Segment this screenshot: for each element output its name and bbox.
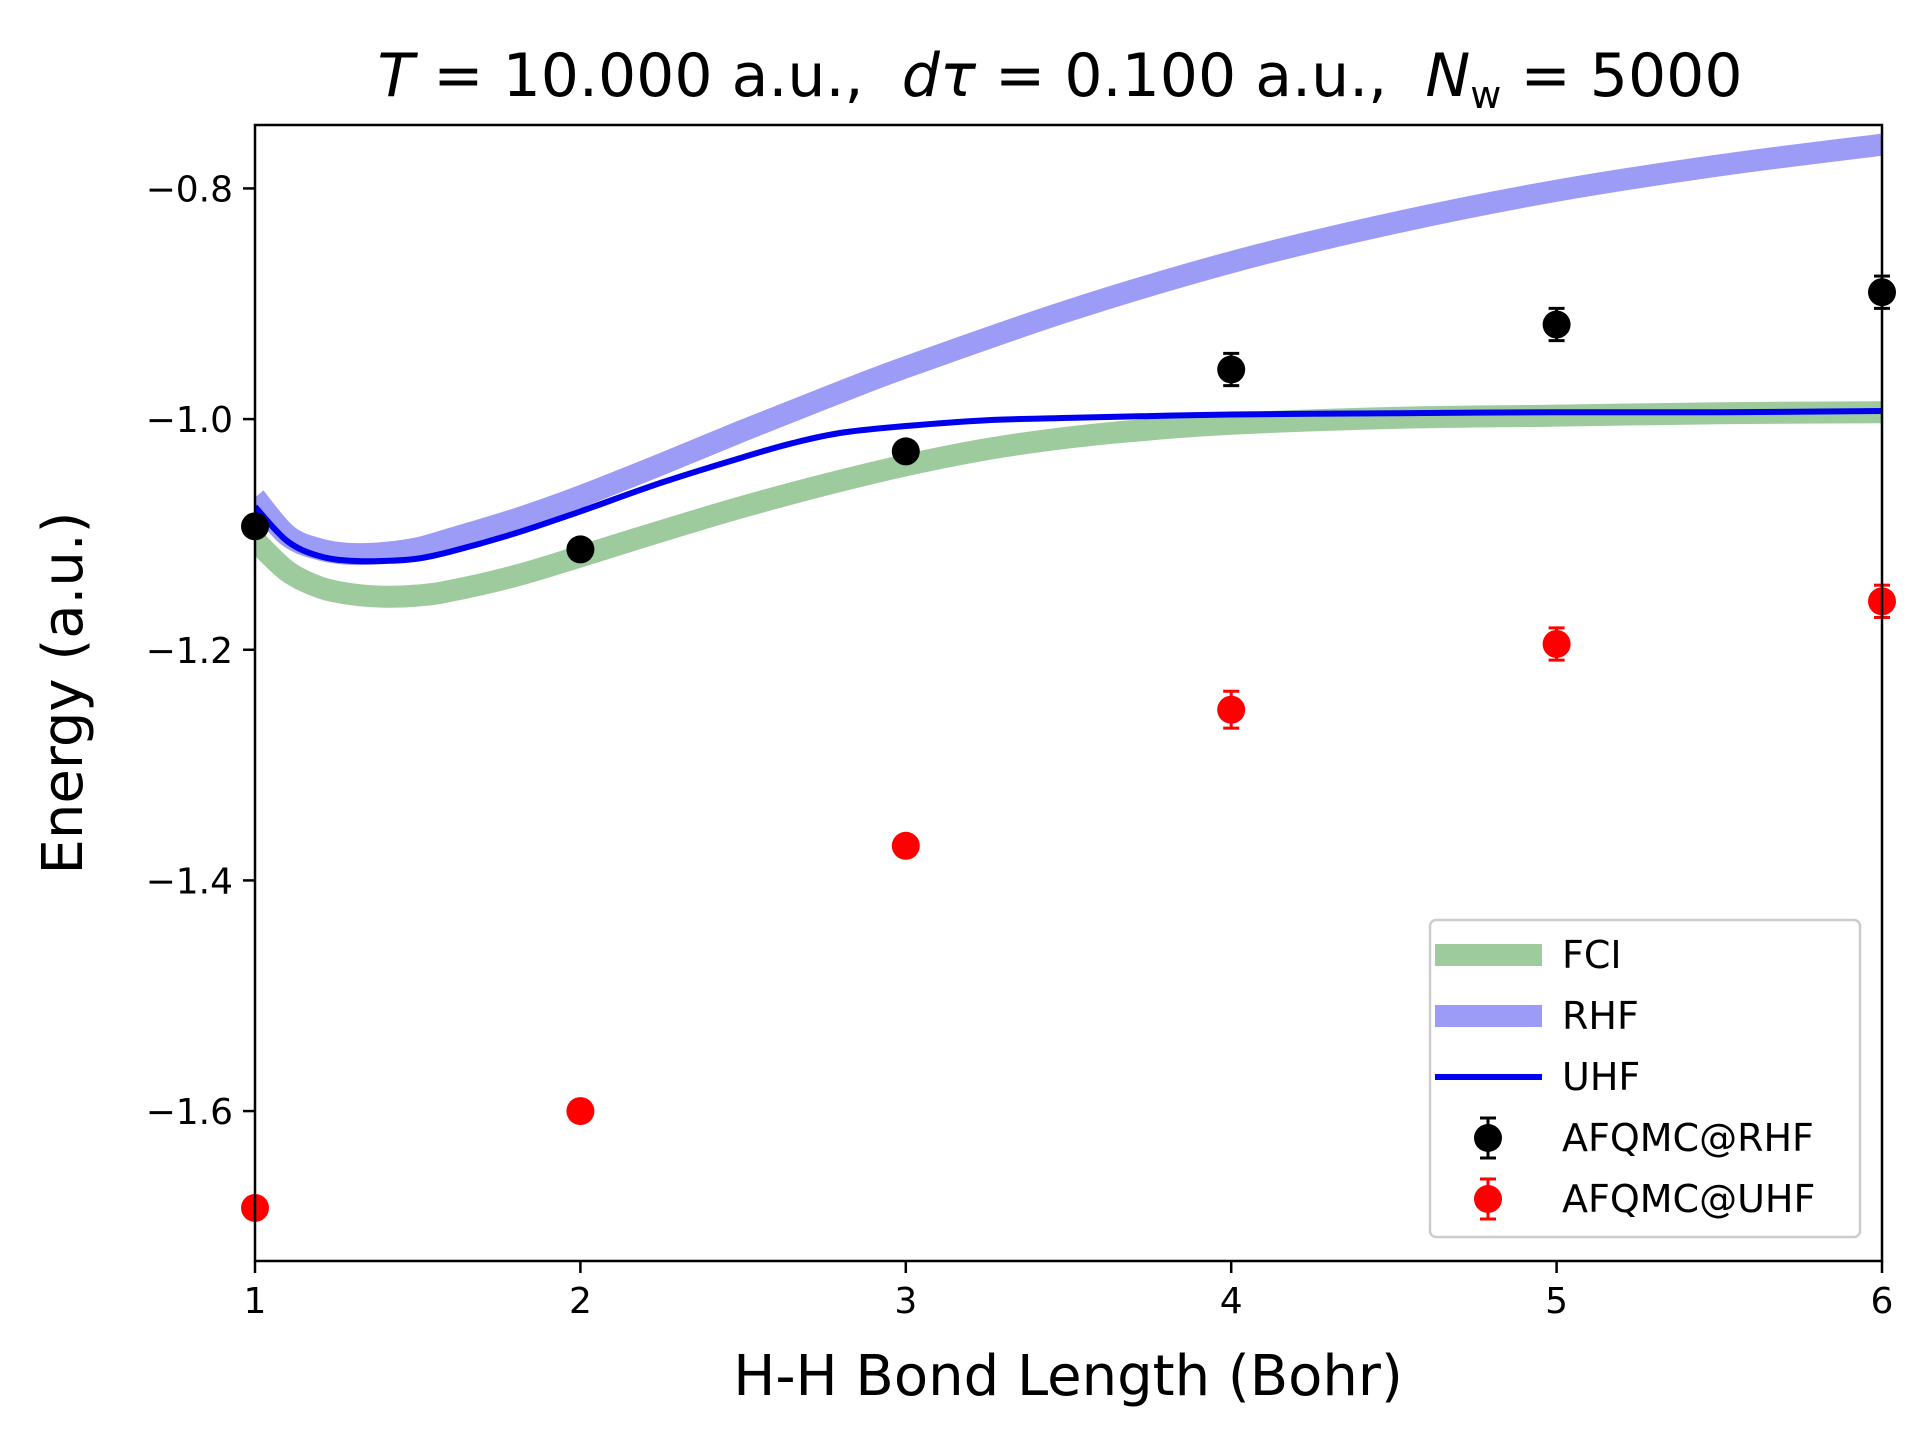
series-line-uhf: [255, 408, 1882, 565]
marker: [1217, 695, 1246, 724]
legend-item-fci: FCI: [1435, 933, 1622, 977]
x-tick-label: 3: [894, 1281, 917, 1322]
marker: [891, 831, 920, 860]
legend-item-rhf: RHF: [1435, 994, 1639, 1038]
legend-label: AFQMC@UHF: [1562, 1177, 1815, 1221]
x-tick-label: 4: [1220, 1281, 1243, 1322]
marker: [566, 1097, 595, 1126]
x-axis-ticks: 1 2 3 4 5 6: [244, 1261, 1894, 1322]
marker: [1217, 355, 1246, 384]
series-line-fci: [255, 401, 1882, 608]
y-axis-ticks: −1.6 −1.4 −1.2 −1.0 −0.8: [146, 169, 255, 1133]
legend-item-uhf: UHF: [1435, 1055, 1640, 1099]
title-dtau-value: = 0.100 a.u.,: [976, 41, 1425, 111]
marker: [1542, 629, 1571, 658]
legend-marker: [1474, 1185, 1502, 1213]
data-point-afqmc-rhf: [1217, 351, 1246, 388]
title-t-symbol: T: [378, 41, 419, 111]
legend-item-afqmc-uhf: AFQMC@UHF: [1474, 1177, 1815, 1221]
legend-label: FCI: [1562, 933, 1622, 977]
data-point-afqmc-uhf: [1542, 626, 1571, 662]
marker: [566, 535, 595, 564]
legend-label: AFQMC@RHF: [1562, 1116, 1814, 1160]
y-tick-label: −1.6: [146, 1092, 233, 1133]
data-point-afqmc-uhf: [1217, 689, 1246, 730]
legend-marker: [1474, 1124, 1502, 1152]
y-tick-label: −1.2: [146, 631, 233, 672]
chart-title: T = 10.000 a.u., dτ = 0.100 a.u., Nw = 5…: [378, 41, 1743, 117]
x-axis-label: H-H Bond Length (Bohr): [733, 1344, 1403, 1409]
marker: [891, 437, 920, 466]
x-tick-label: 2: [569, 1281, 592, 1322]
legend-label: RHF: [1562, 994, 1639, 1038]
legend: FCI RHF UHF AFQMC@RHF AFQMC@UHF: [1428, 918, 1862, 1239]
series-layer: [255, 133, 1882, 608]
data-point-afqmc-uhf: [566, 1097, 595, 1126]
legend-item-afqmc-rhf: AFQMC@RHF: [1474, 1116, 1814, 1160]
marker: [1542, 310, 1571, 339]
points-layer: [241, 274, 1896, 1222]
data-point-afqmc-rhf: [891, 437, 920, 466]
data-point-afqmc-rhf: [1542, 306, 1571, 343]
y-tick-label: −1.0: [146, 400, 233, 441]
legend-items: FCI RHF UHF AFQMC@RHF AFQMC@UHF: [1435, 933, 1815, 1221]
x-tick-label: 5: [1545, 1281, 1568, 1322]
legend-box: [1428, 918, 1862, 1239]
title-n-symbol: N: [1425, 41, 1470, 111]
x-tick-label: 6: [1871, 1281, 1894, 1322]
legend-label: UHF: [1562, 1055, 1640, 1099]
series-line-rhf: [255, 133, 1882, 566]
data-point-afqmc-rhf: [566, 535, 595, 564]
plot-frame: [253, 123, 1884, 1263]
title-t-value: = 10.000 a.u.,: [414, 41, 902, 111]
y-tick-label: −0.8: [146, 169, 233, 210]
title-n-value: = 5000: [1501, 41, 1742, 111]
y-tick-label: −1.4: [146, 861, 233, 902]
x-tick-label: 1: [244, 1281, 267, 1322]
y-axis-label: Energy (a.u.): [31, 512, 96, 875]
title-dtau-symbol: dτ: [902, 41, 977, 111]
title-n-subscript: w: [1470, 73, 1501, 117]
data-point-afqmc-uhf: [891, 831, 920, 860]
